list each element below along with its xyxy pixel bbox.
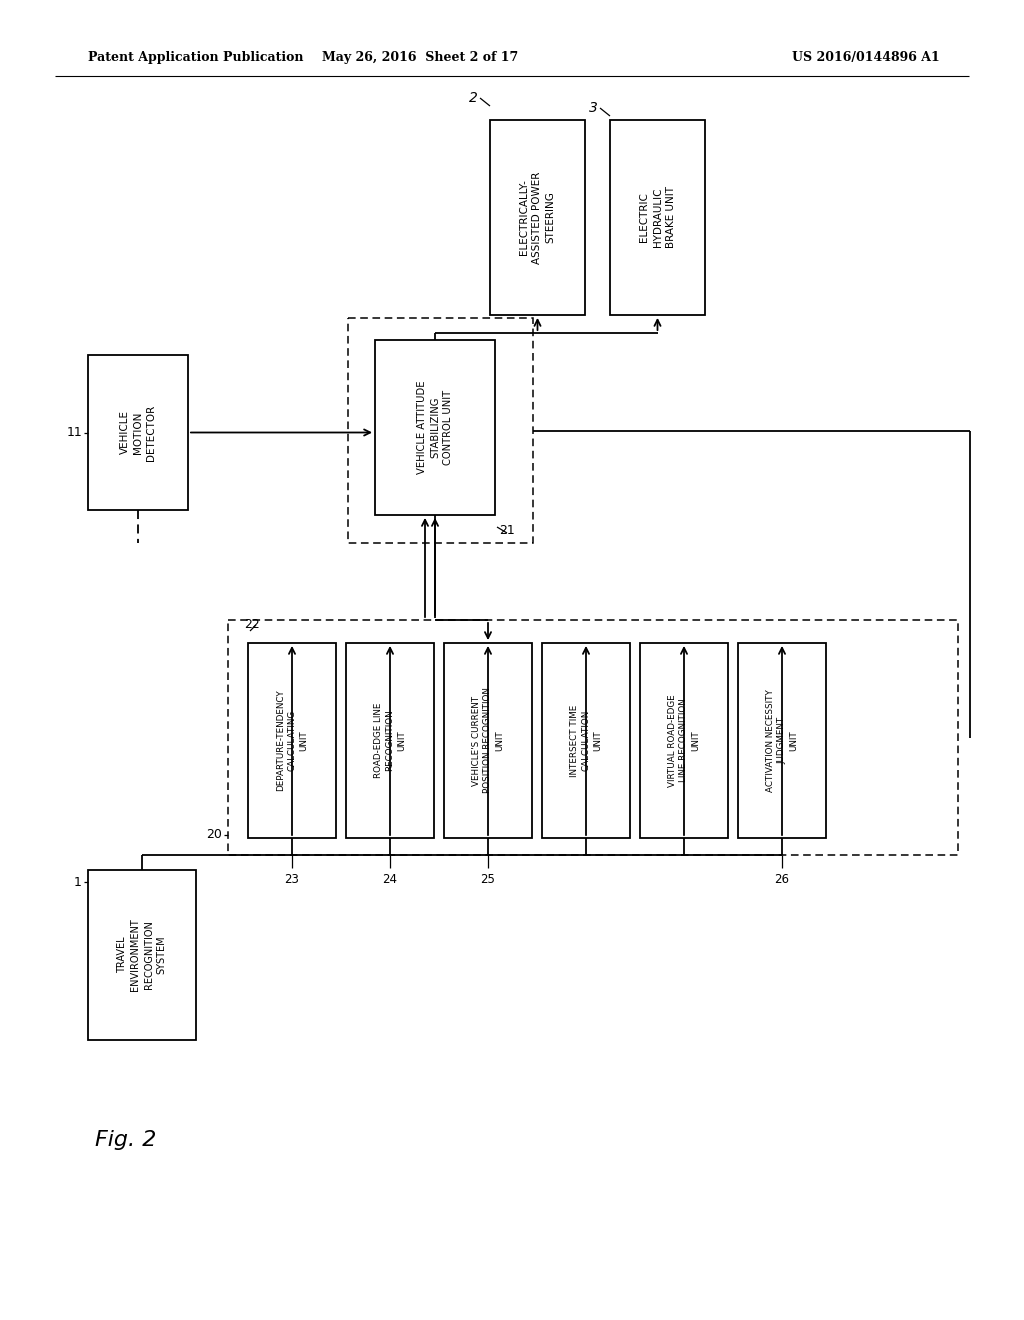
Text: VEHICLE ATTITUDE
STABILIZING
CONTROL UNIT: VEHICLE ATTITUDE STABILIZING CONTROL UNI… — [417, 380, 454, 474]
Text: ACTIVATION NECESSITY
JUDGMENT
UNIT: ACTIVATION NECESSITY JUDGMENT UNIT — [766, 689, 799, 792]
Bar — [348, 318, 534, 543]
Text: VEHICLE
MOTION
DETECTOR: VEHICLE MOTION DETECTOR — [120, 404, 157, 461]
Text: May 26, 2016  Sheet 2 of 17: May 26, 2016 Sheet 2 of 17 — [322, 51, 518, 65]
Bar — [610, 120, 705, 315]
Text: 2: 2 — [469, 91, 478, 106]
Text: 3: 3 — [589, 102, 598, 115]
Text: 26: 26 — [774, 873, 790, 886]
Bar — [444, 643, 532, 838]
Text: Patent Application Publication: Patent Application Publication — [88, 51, 303, 65]
Text: 25: 25 — [480, 873, 496, 886]
Text: 23: 23 — [285, 873, 299, 886]
Bar — [248, 643, 336, 838]
Text: 11: 11 — [67, 426, 82, 440]
Text: ELECTRIC
HYDRAULIC
BRAKE UNIT: ELECTRIC HYDRAULIC BRAKE UNIT — [639, 186, 676, 248]
Text: DEPARTURE-TENDENCY
CALCULATING
UNIT: DEPARTURE-TENDENCY CALCULATING UNIT — [275, 689, 308, 792]
Bar — [88, 870, 196, 1040]
Text: 21: 21 — [499, 524, 515, 536]
Text: VEHICLE'S CURRENT
POSITION RECOGNITION
UNIT: VEHICLE'S CURRENT POSITION RECOGNITION U… — [472, 688, 504, 793]
Bar — [738, 643, 826, 838]
Text: 24: 24 — [383, 873, 397, 886]
Bar — [228, 620, 958, 855]
Text: ROAD-EDGE LINE
RECOGNITION
UNIT: ROAD-EDGE LINE RECOGNITION UNIT — [374, 702, 407, 779]
Text: 22: 22 — [244, 619, 260, 631]
Bar — [490, 120, 585, 315]
Bar — [375, 341, 495, 515]
Text: 20: 20 — [206, 829, 222, 842]
Text: VIRTUAL ROAD-EDGE
LINE RECOGNITION
UNIT: VIRTUAL ROAD-EDGE LINE RECOGNITION UNIT — [668, 694, 700, 787]
Text: INTERSECT TIME
CALCULATION
UNIT: INTERSECT TIME CALCULATION UNIT — [569, 705, 602, 776]
Bar — [88, 355, 188, 510]
Text: Fig. 2: Fig. 2 — [95, 1130, 157, 1150]
Bar — [346, 643, 434, 838]
Text: ELECTRICALLY-
ASSISTED POWER
STEERING: ELECTRICALLY- ASSISTED POWER STEERING — [519, 172, 556, 264]
Bar — [640, 643, 728, 838]
Text: US 2016/0144896 A1: US 2016/0144896 A1 — [793, 51, 940, 65]
Text: TRAVEL
ENVIRONMENT
RECOGNITION
SYSTEM: TRAVEL ENVIRONMENT RECOGNITION SYSTEM — [117, 919, 167, 991]
Bar — [542, 643, 630, 838]
Text: 1: 1 — [74, 875, 82, 888]
